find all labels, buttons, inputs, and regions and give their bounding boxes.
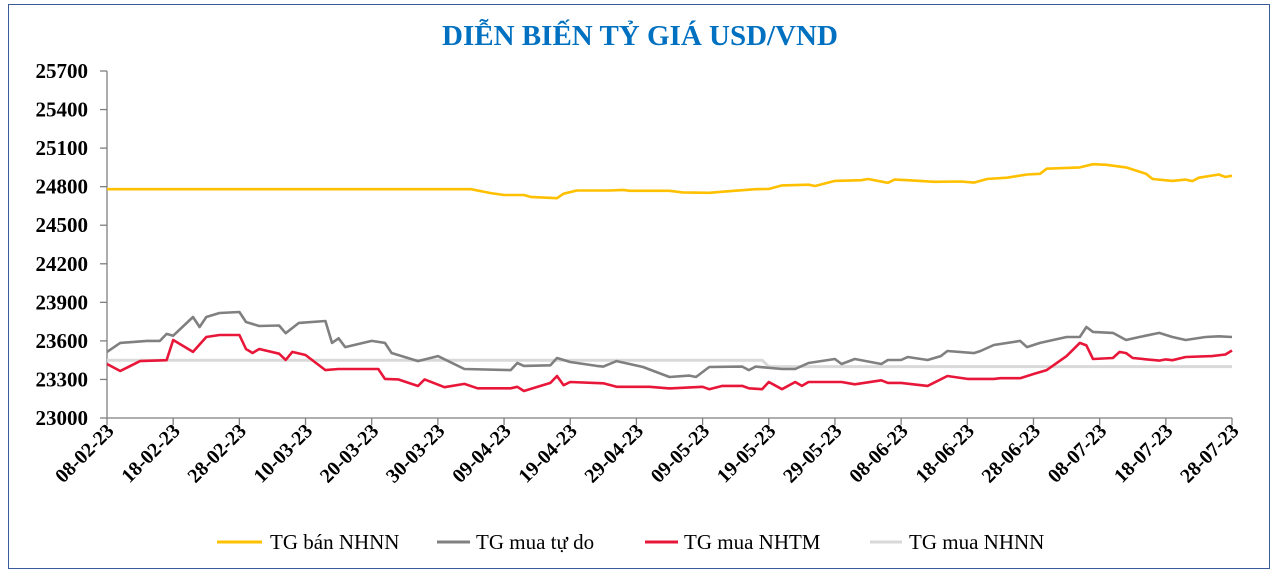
y-tick-label: 24800 [36,175,89,199]
chart-title: DIỄN BIẾN TỶ GIÁ USD/VND [442,20,838,52]
x-tick-label: 10-03-23 [250,420,317,487]
x-tick-label: 19-05-23 [713,420,780,487]
x-tick-label: 18-07-23 [1110,420,1177,487]
y-tick-label: 23600 [36,329,89,353]
y-tick-label: 24200 [36,252,89,276]
series-line-3 [107,358,1232,369]
y-tick-label: 25700 [36,59,89,83]
x-tick-label: 18-06-23 [911,420,978,487]
x-tick-label: 30-03-23 [382,420,449,487]
x-tick-label: 29-04-23 [581,420,648,487]
chart-frame [8,4,1270,569]
x-tick-label: 08-02-23 [51,420,118,487]
y-tick-label: 25100 [36,136,89,160]
y-tick-label: 23900 [36,290,89,314]
y-tick-label: 23000 [36,406,89,430]
x-tick-label: 28-07-23 [1176,420,1243,487]
legend-label: TG mua NHNN [909,530,1044,554]
x-tick-label: 09-05-23 [647,420,714,487]
x-tick-label: 08-07-23 [1044,420,1111,487]
x-tick-label: 28-06-23 [978,420,1045,487]
series-line-1 [106,310,1233,379]
y-tick-label: 24500 [36,213,89,237]
series-line-0 [107,162,1233,200]
legend-label: TG mua NHTM [684,530,821,554]
x-tick-label: 08-06-23 [845,420,912,487]
series-line-2 [106,333,1233,393]
legend-label: TG mua tự do [476,530,594,554]
x-tick-label: 09-04-23 [448,420,515,487]
x-tick-label: 18-02-23 [117,420,184,487]
x-tick-label: 19-04-23 [514,420,581,487]
y-tick-label: 23300 [36,367,89,391]
x-tick-label: 28-02-23 [183,420,250,487]
x-tick-label: 29-05-23 [779,420,846,487]
legend-label: TG bán NHNN [270,530,399,554]
x-tick-label: 20-03-23 [316,420,383,487]
y-tick-label: 25400 [36,98,89,122]
